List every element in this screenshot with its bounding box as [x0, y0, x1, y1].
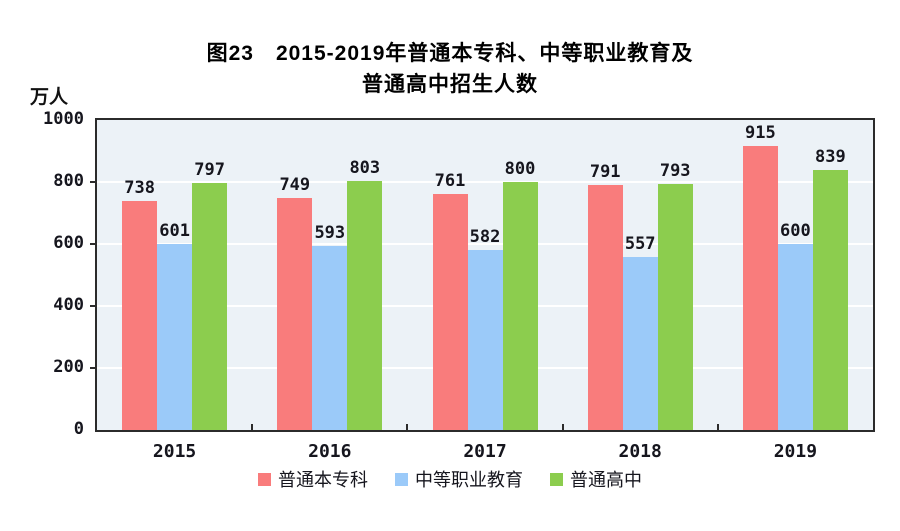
bar-value-2016-series2: 593	[314, 223, 346, 244]
bar-2015-series2	[157, 243, 193, 430]
bar-value-2018-series2: 557	[624, 234, 656, 255]
bar-value-2016-series1: 749	[279, 174, 311, 195]
y-tick-label-0: 0	[73, 419, 84, 439]
bar-2019-series3	[812, 169, 848, 430]
bar-value-2017-series3: 800	[504, 159, 536, 179]
y-tick-label-200: 200	[53, 357, 84, 377]
legend-swatch-3	[550, 472, 563, 486]
y-tick-label-800: 800	[53, 171, 84, 191]
bar-2018-series2	[622, 257, 658, 430]
bar-2016-series3	[347, 181, 383, 430]
bar-value-2019-series2: 600	[780, 221, 811, 241]
bar-2016-series1	[277, 197, 313, 430]
y-tick-label-1000: 1000	[43, 109, 84, 129]
x-label-2016: 2016	[308, 441, 352, 462]
y-tick-mark-400	[90, 305, 97, 307]
y-tick-mark-200	[90, 367, 97, 369]
legend-swatch-2	[395, 472, 408, 486]
bar-2018-series3	[657, 184, 693, 430]
gridline-800	[97, 181, 873, 183]
y-axis-unit-label: 万人	[30, 87, 69, 108]
x-label-2017: 2017	[463, 441, 507, 462]
bar-value-2019-series3: 839	[815, 146, 846, 167]
legend-item-1: 普通本专科	[258, 466, 368, 492]
legend-label-1: 普通本专科	[278, 470, 368, 490]
x-label-2015: 2015	[152, 441, 197, 462]
bar-value-2017-series2: 582	[469, 226, 501, 247]
bar-2015-series1	[122, 201, 158, 430]
legend-item-3: 普通高中	[550, 466, 642, 492]
bar-value-2018-series1: 791	[589, 161, 621, 182]
plot-area: 738 601 797 749 593 803 761 582 800 791 557 793 915 6…	[95, 118, 875, 432]
bar-2019-series2	[777, 244, 813, 430]
bar-2017-series2	[467, 249, 503, 430]
legend: 普通本专科 中等职业教育 普通高中	[0, 466, 900, 492]
x-label-2019: 2019	[773, 441, 818, 462]
x-tick-mark-4	[716, 424, 719, 430]
gridline-600	[97, 243, 873, 245]
bar-value-2015-series3: 797	[194, 159, 225, 180]
bar-value-2019-series1: 915	[745, 123, 776, 144]
y-tick-label-600: 600	[53, 233, 84, 253]
bar-value-2018-series3: 793	[659, 161, 691, 182]
bar-value-2015-series2: 601	[159, 220, 190, 241]
chart-title-line1: 图23 2015-2019年普通本专科、中等职业教育及	[206, 42, 694, 65]
bar-2017-series1	[432, 194, 468, 430]
legend-item-2: 中等职业教育	[395, 466, 523, 492]
bar-value-2015-series1: 738	[124, 178, 155, 199]
y-tick-mark-600	[90, 243, 97, 245]
chart-title: 图23 2015-2019年普通本专科、中等职业教育及 普通高中招生人数	[0, 38, 900, 100]
legend-label-2: 中等职业教育	[415, 470, 523, 490]
x-tick-mark-2	[406, 424, 409, 430]
bar-value-2016-series3: 803	[349, 158, 381, 179]
x-tick-mark-1	[251, 424, 254, 430]
bar-value-2017-series1: 761	[434, 171, 466, 192]
x-label-2018: 2018	[618, 441, 662, 462]
legend-label-3: 普通高中	[570, 470, 642, 490]
bar-2019-series1	[742, 146, 778, 430]
y-tick-mark-800	[90, 181, 97, 183]
y-tick-label-400: 400	[53, 295, 84, 315]
chart-title-line2: 普通高中招生人数	[362, 73, 538, 96]
x-tick-mark-3	[561, 424, 564, 430]
bar-2018-series1	[587, 184, 623, 430]
bar-2015-series3	[192, 182, 228, 430]
bar-2016-series2	[312, 246, 348, 430]
legend-swatch-1	[258, 472, 271, 486]
bar-2017-series3	[502, 182, 538, 430]
